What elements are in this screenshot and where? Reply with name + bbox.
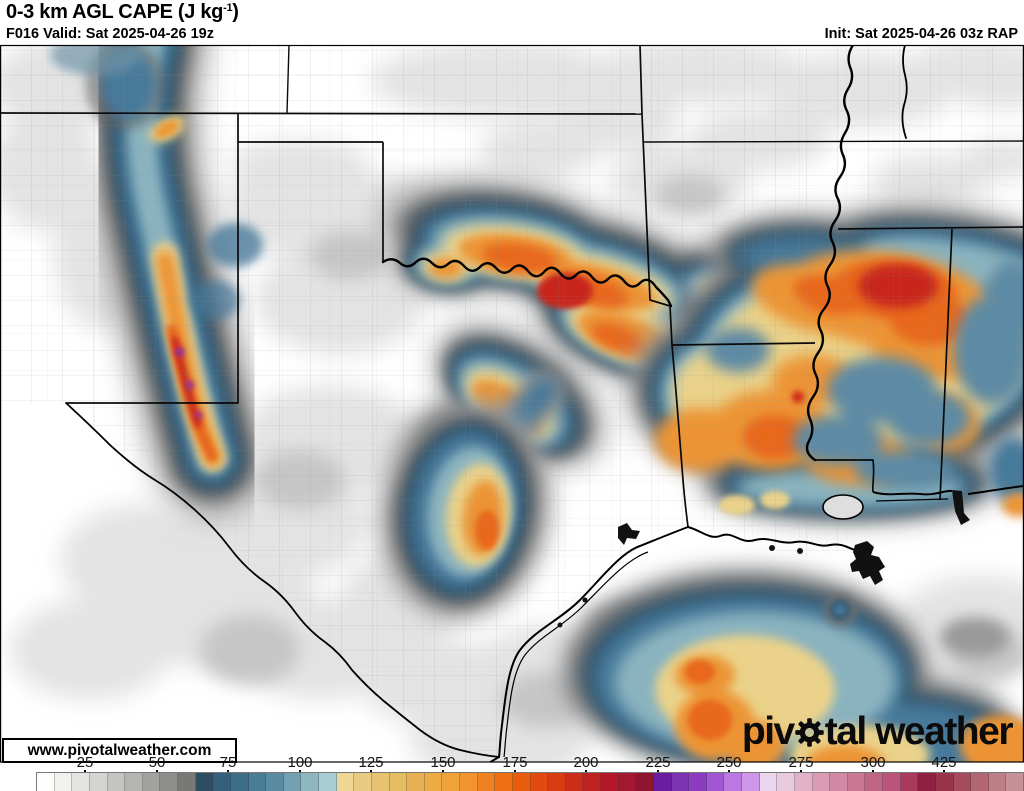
colorbar-segment xyxy=(336,773,355,791)
mississippi-delta xyxy=(850,541,885,585)
colorbar-segment xyxy=(548,773,566,791)
colorbar-segment xyxy=(72,773,90,791)
colorbar-segment xyxy=(636,773,654,791)
coastline xyxy=(444,485,1024,791)
rivers xyxy=(65,45,908,758)
colorbar-segment xyxy=(530,773,549,791)
colorbar-segment xyxy=(54,773,73,791)
colorbar-segment xyxy=(230,773,249,791)
colorbar-segment xyxy=(971,773,989,791)
colorbar-segment xyxy=(689,773,707,791)
colorbar-segment xyxy=(953,773,972,791)
colorbar-segment xyxy=(583,773,601,791)
colorbar-segment xyxy=(601,773,619,791)
colorbar-segment xyxy=(195,773,214,791)
pivotal-weather-logo: piv tal weather xyxy=(741,710,1014,754)
colorbar-segment xyxy=(1006,773,1023,791)
colorbar-segment xyxy=(248,773,267,791)
colorbar-segment xyxy=(354,773,372,791)
colorbar-segment xyxy=(759,773,778,791)
colorbar-segment xyxy=(935,773,954,791)
map-frame xyxy=(0,44,1024,763)
colorbar-segment xyxy=(830,773,848,791)
tennessee-river xyxy=(901,45,908,139)
logo-text-after: tal weather xyxy=(824,710,1014,753)
colorbar-segment xyxy=(742,773,760,791)
logo-text-before: piv xyxy=(741,710,795,753)
map-title: 0-3 km AGL CAPE (J kg-1) xyxy=(6,1,239,23)
colorbar-segment xyxy=(389,773,408,791)
colorbar-segment xyxy=(442,773,460,791)
colorbar-segment xyxy=(724,773,742,791)
colorbar-segment xyxy=(706,773,725,791)
colorbar-segment xyxy=(283,773,302,791)
valid-time-label: F016 Valid: Sat 2025-04-26 19z xyxy=(6,26,214,42)
colorbar-segment xyxy=(988,773,1007,791)
mississippi-river xyxy=(805,45,855,462)
mobile-bay xyxy=(952,490,970,525)
colorbar-segment xyxy=(319,773,337,791)
colorbar-segment xyxy=(371,773,390,791)
colorbar-segment xyxy=(107,773,126,791)
colorbar-segment xyxy=(37,773,55,791)
colorbar xyxy=(37,773,1023,791)
colorbar-segment xyxy=(794,773,813,791)
colorbar-segment xyxy=(512,773,531,791)
rio-grande-river xyxy=(65,402,500,758)
colorbar-segment xyxy=(900,773,919,791)
colorbar-segment xyxy=(847,773,866,791)
red-river xyxy=(381,257,673,308)
colorbar-segment xyxy=(618,773,637,791)
colorbar-segment xyxy=(460,773,478,791)
colorbar-segment xyxy=(865,773,883,791)
colorbar-segment xyxy=(213,773,231,791)
colorbar-segment xyxy=(777,773,795,791)
colorbar-segment xyxy=(266,773,284,791)
colorbar-segment xyxy=(125,773,143,791)
colorbar-segment xyxy=(495,773,513,791)
colorbar-segment xyxy=(812,773,831,791)
title-superscript: -1 xyxy=(223,2,233,14)
galveston-bay xyxy=(618,523,640,545)
colorbar-segment xyxy=(477,773,496,791)
colorbar-segment xyxy=(407,773,425,791)
colorbar-segment xyxy=(565,773,584,791)
lake-pontchartrain xyxy=(822,494,864,520)
watermark-url: www.pivotalweather.com xyxy=(2,738,237,763)
gear-icon xyxy=(795,718,824,747)
colorbar-segment xyxy=(89,773,108,791)
colorbar-segment xyxy=(160,773,178,791)
init-time-label: Init: Sat 2025-04-26 03z RAP xyxy=(824,26,1018,42)
state-borders xyxy=(0,45,1024,528)
colorbar-segment xyxy=(883,773,901,791)
colorbar-segment xyxy=(142,773,161,791)
colorbar-segment xyxy=(918,773,936,791)
colorbar-segment xyxy=(301,773,319,791)
colorbar-segment xyxy=(424,773,443,791)
colorbar-segment xyxy=(178,773,196,791)
colorbar-segment xyxy=(653,773,672,791)
colorbar-segment xyxy=(671,773,690,791)
